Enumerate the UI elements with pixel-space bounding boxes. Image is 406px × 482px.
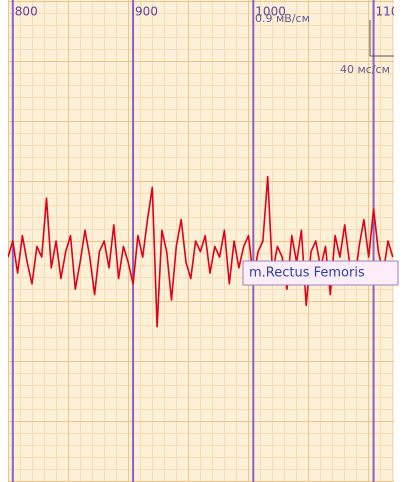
scale-annotation: 40 мс/см — [340, 63, 390, 76]
signal-trace — [8, 175, 394, 328]
label-box — [242, 260, 399, 286]
x-tick-label: 800 — [15, 5, 38, 19]
x-tick-label: 1100 — [376, 5, 406, 19]
x-tick-label: 900 — [135, 5, 158, 19]
plot-area — [8, 0, 394, 482]
x-tick-label: 1000 — [255, 5, 286, 19]
trace-label: m.Rectus Femoris — [249, 266, 365, 281]
scale-annotation: 0.9 мВ/см — [255, 12, 310, 25]
